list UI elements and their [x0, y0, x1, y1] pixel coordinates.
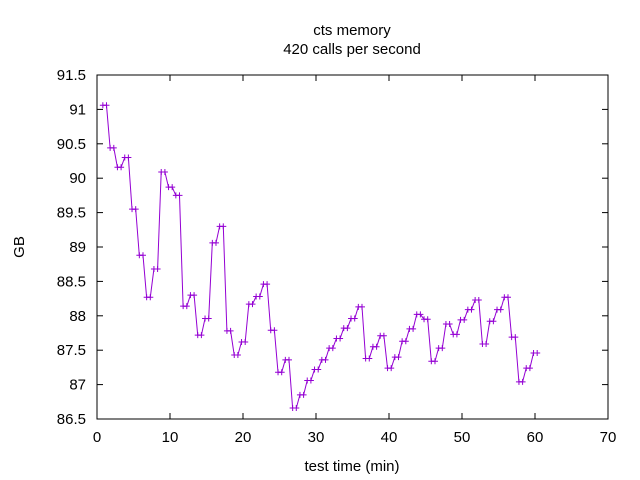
x-tick-label: 10: [162, 429, 179, 446]
x-tick-label: 40: [381, 429, 398, 446]
data-point: [256, 293, 263, 300]
chart-title: cts memory: [313, 22, 391, 39]
y-tick-label: 91: [69, 101, 86, 118]
data-point: [161, 169, 168, 176]
x-tick-label: 30: [308, 429, 325, 446]
data-point: [205, 315, 212, 322]
data-point: [125, 154, 132, 161]
data-point: [519, 378, 526, 385]
data-point: [264, 281, 271, 288]
data-point: [475, 296, 482, 303]
y-tick-label: 89: [69, 239, 86, 256]
y-tick-label: 90: [69, 170, 86, 187]
y-tick-label: 89.5: [57, 205, 86, 222]
data-point: [373, 343, 380, 350]
y-axis-label: GB: [11, 236, 28, 258]
x-tick-label: 70: [600, 429, 617, 446]
data-point: [285, 356, 292, 363]
y-tick-label: 87.5: [57, 342, 86, 359]
data-point: [424, 316, 431, 323]
y-tick-label: 88: [69, 308, 86, 325]
data-point: [169, 184, 176, 191]
data-point: [417, 311, 424, 318]
data-point: [497, 306, 504, 313]
data-point: [431, 358, 438, 365]
data-point: [351, 315, 358, 322]
data-point: [446, 321, 453, 328]
data-point: [103, 102, 110, 109]
data-point: [147, 294, 154, 301]
data-point: [315, 366, 322, 373]
data-point: [242, 338, 249, 345]
data-point: [461, 316, 468, 323]
data-point: [395, 354, 402, 361]
y-tick-label: 91.5: [57, 67, 86, 84]
data-point: [118, 164, 125, 171]
data-point: [483, 341, 490, 348]
data-point: [388, 365, 395, 372]
plot-area-frame: [96, 74, 609, 420]
data-point: [234, 352, 241, 359]
data-point: [249, 301, 256, 308]
data-point: [453, 331, 460, 338]
data-point: [439, 345, 446, 352]
data-point: [227, 327, 234, 334]
y-tick-label: 88.5: [57, 273, 86, 290]
data-point: [366, 355, 373, 362]
data-point: [183, 303, 190, 310]
series-line: [102, 104, 538, 409]
data-point: [322, 356, 329, 363]
data-point: [139, 252, 146, 259]
data-point: [307, 377, 314, 384]
data-point: [468, 306, 475, 313]
data-point: [380, 332, 387, 339]
data-point: [490, 318, 497, 325]
data-point: [278, 369, 285, 376]
data-point: [512, 334, 519, 341]
data-point: [300, 391, 307, 398]
chart-subtitle: 420 calls per second: [283, 41, 421, 58]
data-point: [176, 192, 183, 199]
data-point: [358, 303, 365, 310]
y-tick-label: 90.5: [57, 136, 86, 153]
data-point: [132, 206, 139, 213]
data-point: [271, 327, 278, 334]
data-point: [191, 292, 198, 299]
x-tick-label: 20: [235, 429, 252, 446]
data-point: [198, 332, 205, 339]
data-point: [504, 294, 511, 301]
x-tick-label: 0: [93, 429, 101, 446]
data-point: [110, 144, 117, 151]
x-tick-label: 50: [454, 429, 471, 446]
data-point: [220, 223, 227, 230]
data-point: [526, 365, 533, 372]
x-tick-label: 60: [527, 429, 544, 446]
data-point: [154, 266, 161, 273]
y-tick-label: 86.5: [57, 411, 86, 428]
data-point: [410, 325, 417, 332]
data-point: [329, 345, 336, 352]
data-point: [337, 335, 344, 342]
data-point: [212, 239, 219, 246]
data-point: [534, 349, 541, 356]
x-axis-label: test time (min): [304, 458, 399, 475]
y-tick-label: 87: [69, 377, 86, 394]
data-point: [402, 338, 409, 345]
data-point: [344, 325, 351, 332]
data-point: [293, 404, 300, 411]
